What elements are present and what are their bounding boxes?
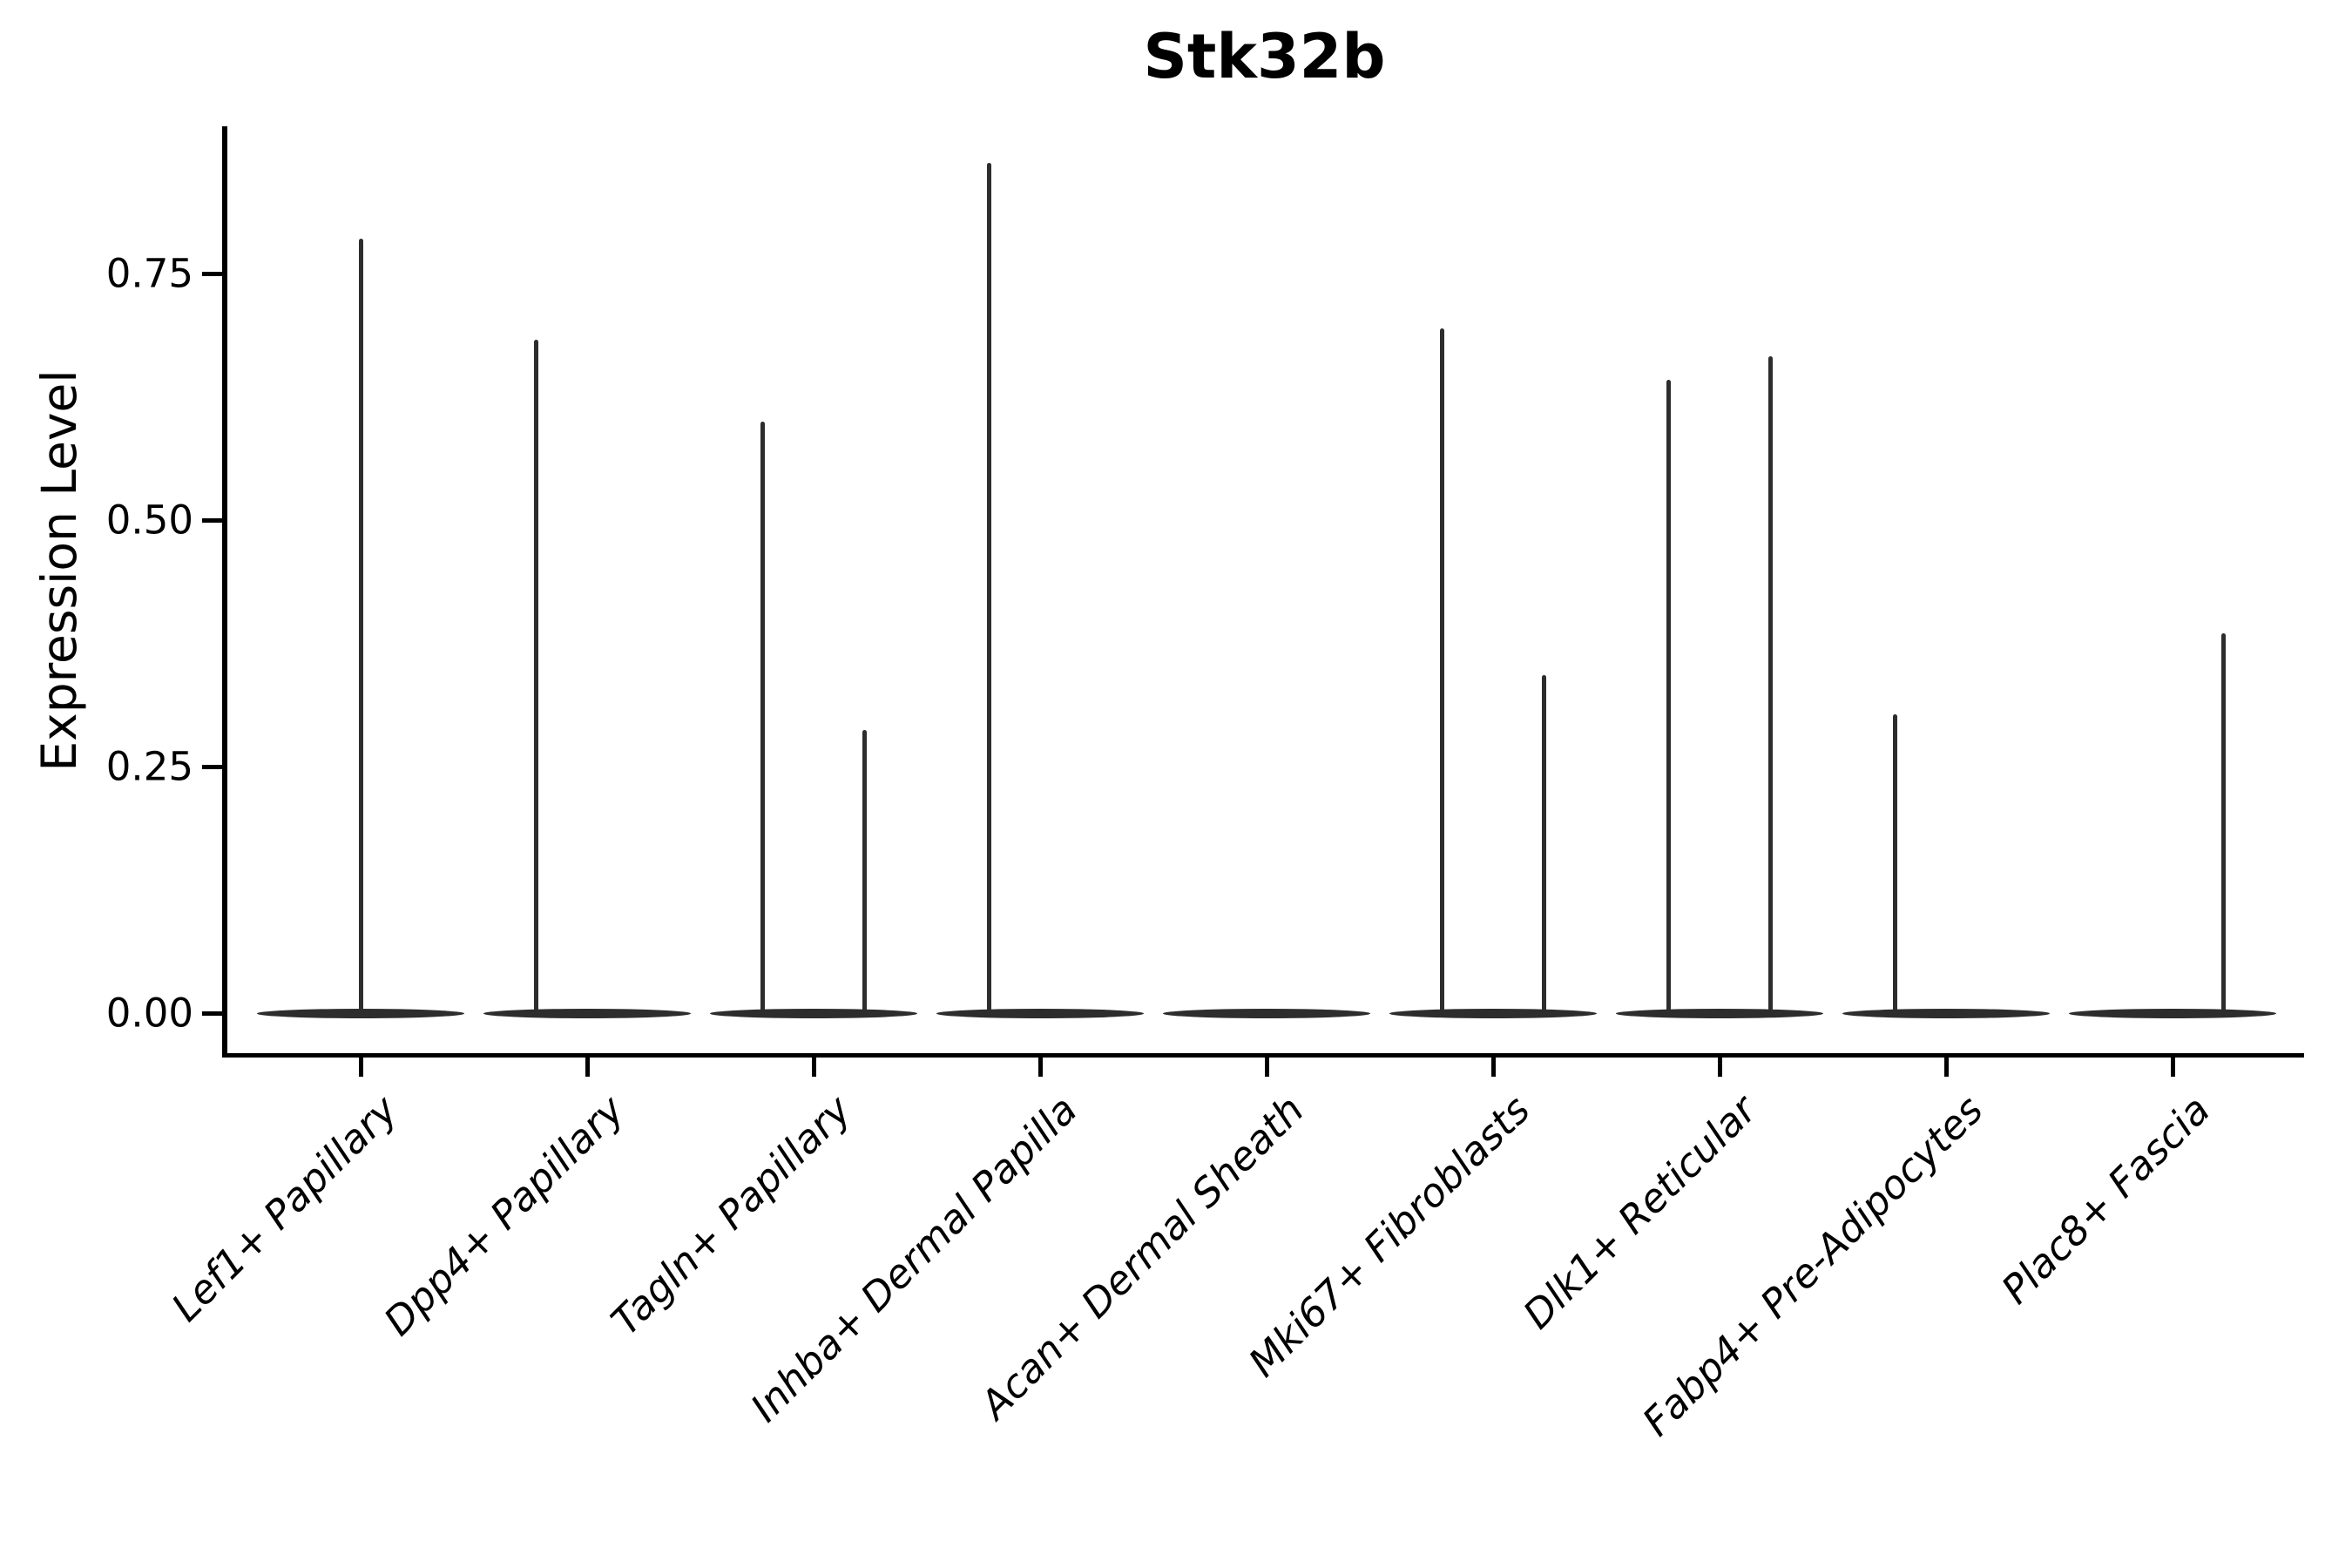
violin-base xyxy=(257,1008,464,1018)
x-tick-label-9: Plac8+ Fascia xyxy=(1992,1086,2219,1314)
x-tick-mark xyxy=(811,1058,816,1077)
x-tick-mark xyxy=(1717,1058,1722,1077)
violin-base xyxy=(2069,1008,2276,1018)
y-tick-mark xyxy=(202,517,222,523)
violin-spike xyxy=(2221,633,2226,1013)
violin-base xyxy=(1842,1008,2050,1018)
violin-spike xyxy=(1666,380,1671,1013)
x-tick-mark xyxy=(1037,1058,1043,1077)
violin-base xyxy=(483,1008,691,1018)
violin-spike xyxy=(987,163,991,1013)
violin-spike xyxy=(358,239,363,1013)
x-tick-mark xyxy=(1490,1058,1496,1077)
violin-spike xyxy=(1440,328,1444,1013)
violin-spike xyxy=(534,339,538,1013)
x-tick-label-3: Tagln+ Papillary xyxy=(601,1086,860,1345)
violin-base xyxy=(1163,1008,1370,1018)
x-tick-mark xyxy=(2170,1058,2175,1077)
y-tick-label: 0.75 xyxy=(105,250,193,297)
violin-spike xyxy=(862,730,867,1013)
violin-spike xyxy=(760,421,765,1013)
x-tick-label-2: Dpp4+ Papillary xyxy=(375,1086,633,1345)
y-tick-label: 0.25 xyxy=(105,743,193,790)
x-tick-mark xyxy=(585,1058,590,1077)
violin-spike xyxy=(1768,356,1773,1013)
violin-spike xyxy=(1542,674,1546,1013)
violin-base xyxy=(1389,1008,1597,1018)
y-axis-spine xyxy=(222,126,227,1058)
y-tick-mark xyxy=(202,271,222,276)
y-tick-label: 0.50 xyxy=(105,497,193,544)
x-tick-mark xyxy=(1264,1058,1269,1077)
y-axis-label: Expression Level xyxy=(31,369,87,772)
chart-title: Stk32b xyxy=(1143,21,1386,92)
y-tick-label: 0.00 xyxy=(105,990,193,1037)
y-tick-mark xyxy=(202,1010,222,1016)
violin-spike xyxy=(1893,714,1897,1013)
x-tick-mark xyxy=(1943,1058,1949,1077)
violin-base xyxy=(936,1008,1144,1018)
violin-base xyxy=(710,1008,917,1018)
y-tick-mark xyxy=(202,764,222,769)
x-tick-label-7: Dlk1+ Reticular xyxy=(1514,1086,1766,1338)
violin-base xyxy=(1616,1008,1823,1018)
x-tick-label-1: Lef1+ Papillary xyxy=(162,1086,407,1331)
x-axis-spine xyxy=(222,1053,2304,1058)
x-tick-mark xyxy=(358,1058,363,1077)
